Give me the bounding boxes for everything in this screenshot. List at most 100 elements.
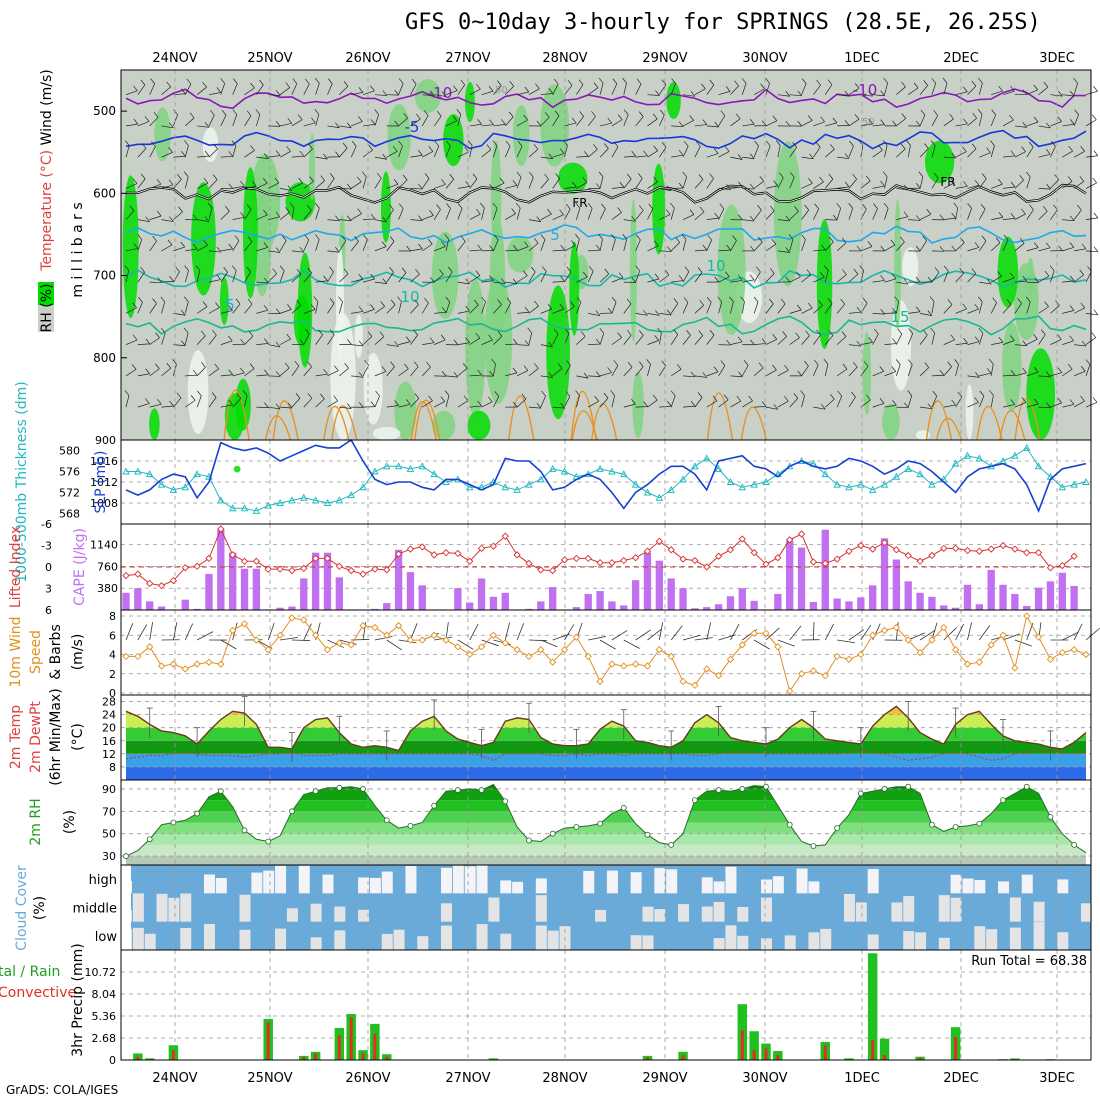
wind-barb-flag [761, 338, 767, 344]
wind-barb-flag [394, 120, 400, 127]
cloud-gap [298, 865, 310, 894]
wind-barb [256, 281, 269, 284]
wind-barb-flag [809, 153, 814, 160]
cloud-gap [239, 929, 251, 950]
lifted-index-point [703, 563, 711, 571]
wind-barb-flag [169, 122, 174, 129]
wind-barb-flag [761, 401, 767, 407]
wind-barb-flag [181, 88, 186, 94]
wind-barb [197, 155, 210, 158]
rh-point [668, 841, 675, 848]
wind-barb [564, 306, 575, 314]
wind-barb-flag [427, 238, 433, 245]
wind-barb [955, 273, 964, 283]
wind-barb-flag [702, 244, 708, 251]
wind-barb-flag [240, 180, 245, 187]
cape-bar [999, 584, 1007, 610]
wind-barb-flag [488, 396, 493, 403]
svg-text:2m Temp: 2m Temp [8, 705, 24, 769]
run-total-label: Run Total = 68.38 [971, 954, 1087, 969]
wind-barb-flag [212, 329, 217, 336]
wind-speed-point [620, 662, 628, 670]
wind-barb [1026, 371, 1039, 377]
wind-barb-flag [1044, 270, 1050, 277]
cape-bar [951, 607, 960, 610]
wind-barb-flag [757, 204, 762, 211]
wind-barb [860, 399, 871, 408]
wind-barb-flag [697, 392, 703, 398]
wind-speed-point [1070, 646, 1078, 654]
cape-bar [311, 552, 320, 610]
wind-barb [884, 208, 889, 220]
wind-barb-10m [303, 623, 312, 641]
wind-barb-flag [613, 141, 619, 148]
thickness-point [702, 454, 711, 462]
wind-barb [374, 94, 387, 96]
wind-barb-flag [441, 241, 446, 247]
cloud-gap [286, 908, 298, 922]
wind-barb [493, 123, 506, 127]
wind-barb-flag [859, 265, 864, 271]
wind-barb [801, 274, 812, 283]
wind-barb-flag [737, 336, 743, 343]
wind-barb [647, 340, 659, 345]
thickness-tick-label: 568 [59, 508, 80, 521]
wind-barb-flag [963, 181, 968, 187]
wind-barb-flag [512, 367, 518, 374]
wind-barb [825, 122, 837, 127]
wind-barb-flag [486, 144, 492, 150]
wind-barb-flag [1058, 90, 1063, 97]
wind-barb-flag [548, 88, 554, 94]
wind-barb-flag [252, 181, 257, 187]
wind-barb [374, 156, 387, 160]
wind-speed-point [134, 652, 142, 661]
wind-barb-10m [327, 639, 344, 648]
wind-barb [398, 301, 402, 314]
wind-barb-flag [370, 401, 376, 407]
wind-barb-flag [856, 245, 862, 252]
wind-barb [564, 208, 571, 220]
wind10-axis-label-2: Speed [28, 630, 44, 674]
wind-barb [220, 83, 226, 95]
wind-barb [398, 272, 407, 283]
wind-barb [410, 154, 423, 158]
rh-tick-label: 50 [102, 828, 116, 841]
wind-barb-flag [765, 140, 771, 147]
precip-convective-bar [171, 1050, 175, 1060]
wind-barb-flag [166, 81, 171, 88]
wind-barb-flag [381, 241, 387, 247]
wind-barb-flag [511, 208, 516, 214]
wind-barb [611, 186, 624, 189]
wind-barb-flag [793, 393, 799, 399]
wind-barb-flag [951, 245, 957, 252]
wind-barb-flag [418, 150, 423, 156]
millibars-axis-label: m i l l i b a r s [70, 202, 86, 297]
wind-barb-flag [240, 339, 245, 345]
wind-barb-flag [476, 208, 481, 215]
thickness-point [288, 496, 296, 504]
wind-barb-flag [816, 329, 821, 336]
wind-barb [303, 83, 310, 95]
wind-barb [907, 364, 913, 376]
wind-barb [765, 303, 774, 314]
isotherm--10 [125, 88, 1086, 110]
cape-bar [857, 597, 865, 610]
rh-point [360, 786, 366, 792]
wind-speed-point [466, 650, 474, 659]
wind-barb [398, 403, 411, 408]
wind-barb-flag [698, 330, 703, 336]
lifted-index-point [643, 547, 652, 555]
wind-barb [860, 270, 865, 283]
wind-barb-flag [892, 399, 897, 406]
wind-barb-flag [367, 331, 373, 337]
wind-barb-flag [184, 296, 189, 302]
wind-barb-flag [382, 90, 388, 96]
wind-barb-flag [342, 142, 348, 149]
wind-barb-flag [125, 140, 130, 146]
wind-barb-flag [449, 174, 455, 180]
wind-barb [943, 304, 953, 314]
wind-barb-flag [678, 149, 684, 156]
wind-speed-point [975, 658, 983, 666]
wind-barb [125, 210, 135, 220]
wind-barb-flag [190, 395, 196, 401]
